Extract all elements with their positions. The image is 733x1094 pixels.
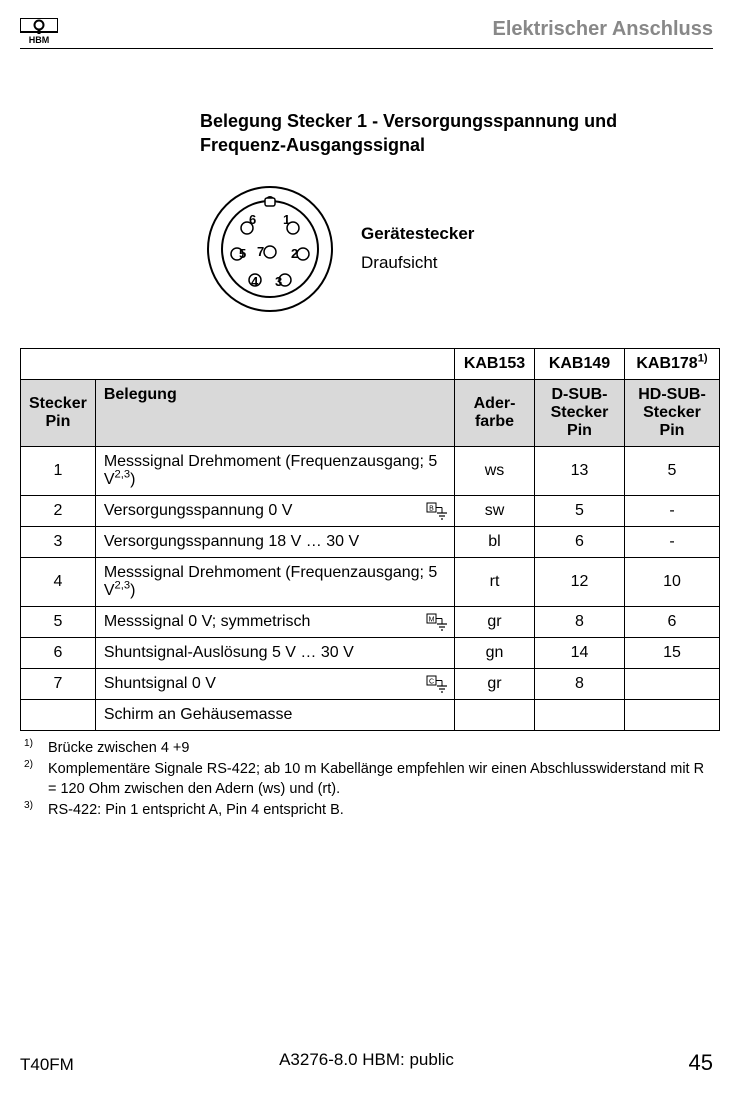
col-belegung: Belegung xyxy=(95,379,454,446)
footer-center: A3276-8.0 HBM: public xyxy=(20,1050,713,1070)
svg-text:B: B xyxy=(429,505,434,512)
connector-block: 1 2 3 4 5 6 7 Gerätestecker Draufsicht xyxy=(205,184,713,314)
table-row: 6Shuntsignal-Auslösung 5 V … 30 Vgn1415 xyxy=(21,637,720,668)
page-footer: T40FM A3276-8.0 HBM: public 45 xyxy=(20,1050,713,1076)
footnotes: 1)Brücke zwischen 4 +92)Komplementäre Si… xyxy=(24,739,709,821)
svg-text:1: 1 xyxy=(283,212,290,227)
section-title-line2: Frequenz-Ausgangssignal xyxy=(200,135,425,155)
cell-hdsub: 5 xyxy=(625,446,720,495)
cell-hdsub: 15 xyxy=(625,637,720,668)
page-header: HBM Elektrischer Anschluss xyxy=(20,18,713,49)
col-ader: Ader-farbe xyxy=(455,379,535,446)
cell-hdsub xyxy=(625,699,720,730)
cell-ader xyxy=(455,699,535,730)
svg-text:6: 6 xyxy=(249,212,256,227)
cell-hdsub xyxy=(625,668,720,699)
pin-table: KAB153 KAB149 KAB1781) Stecker Pin Beleg… xyxy=(20,348,720,731)
cell-pin: 4 xyxy=(21,557,96,606)
table-row: Schirm an Gehäusemasse xyxy=(21,699,720,730)
connector-label-bold: Gerätestecker xyxy=(361,220,474,249)
cell-belegung: Messsignal Drehmoment (Frequenzausgang; … xyxy=(95,557,454,606)
svg-text:2: 2 xyxy=(291,246,298,261)
footnote: 1)Brücke zwischen 4 +9 xyxy=(24,739,709,759)
table-row: 4Messsignal Drehmoment (Frequenzausgang;… xyxy=(21,557,720,606)
cell-dsub: 8 xyxy=(535,606,625,637)
svg-text:3: 3 xyxy=(275,274,282,289)
footer-left: T40FM xyxy=(20,1055,74,1075)
table-row: 7Shuntsignal 0 V C gr8 xyxy=(21,668,720,699)
cell-belegung: Schirm an Gehäusemasse xyxy=(95,699,454,730)
cable-header-row: KAB153 KAB149 KAB1781) xyxy=(21,348,720,379)
footnote: 2)Komplementäre Signale RS-422; ab 10 m … xyxy=(24,760,709,799)
column-header-row: Stecker Pin Belegung Ader-farbe D-SUB-St… xyxy=(21,379,720,446)
svg-text:C: C xyxy=(429,678,434,685)
svg-text:HBM: HBM xyxy=(29,35,50,44)
cell-pin: 3 xyxy=(21,526,96,557)
section-title: Belegung Stecker 1 - Versorgungsspannung… xyxy=(200,109,713,158)
cell-belegung: Shuntsignal 0 V C xyxy=(95,668,454,699)
svg-text:M: M xyxy=(429,616,435,623)
cell-hdsub: - xyxy=(625,495,720,526)
cell-ader: rt xyxy=(455,557,535,606)
cell-belegung: Messsignal Drehmoment (Frequenzausgang; … xyxy=(95,446,454,495)
connector-label-plain: Draufsicht xyxy=(361,249,474,278)
cell-dsub: 14 xyxy=(535,637,625,668)
cell-pin: 1 xyxy=(21,446,96,495)
cell-pin: 6 xyxy=(21,637,96,668)
cell-ader: gr xyxy=(455,606,535,637)
cell-dsub: 6 xyxy=(535,526,625,557)
section-title-line1: Belegung Stecker 1 - Versorgungsspannung… xyxy=(200,111,617,131)
cell-hdsub: 6 xyxy=(625,606,720,637)
connector-diagram: 1 2 3 4 5 6 7 xyxy=(205,184,335,314)
cell-hdsub: - xyxy=(625,526,720,557)
footnote: 3)RS-422: Pin 1 entspricht A, Pin 4 ents… xyxy=(24,801,709,821)
cell-pin xyxy=(21,699,96,730)
table-row: 2Versorgungsspannung 0 V B sw5- xyxy=(21,495,720,526)
cell-belegung: Shuntsignal-Auslösung 5 V … 30 V xyxy=(95,637,454,668)
col-pin: Stecker Pin xyxy=(21,379,96,446)
table-row: 1Messsignal Drehmoment (Frequenzausgang;… xyxy=(21,446,720,495)
cell-ader: gn xyxy=(455,637,535,668)
cell-dsub: 13 xyxy=(535,446,625,495)
cable-header-3: KAB1781) xyxy=(625,348,720,379)
connector-labels: Gerätestecker Draufsicht xyxy=(361,220,474,278)
cell-dsub: 8 xyxy=(535,668,625,699)
cell-pin: 5 xyxy=(21,606,96,637)
cell-belegung: Messsignal 0 V; symmetrisch M xyxy=(95,606,454,637)
svg-text:4: 4 xyxy=(251,274,259,289)
cell-belegung: Versorgungsspannung 0 V B xyxy=(95,495,454,526)
cell-ader: gr xyxy=(455,668,535,699)
footer-right: 45 xyxy=(689,1050,713,1076)
header-section-title: Elektrischer Anschluss xyxy=(493,18,713,41)
hbm-logo: HBM xyxy=(20,18,58,44)
cell-hdsub: 10 xyxy=(625,557,720,606)
svg-text:5: 5 xyxy=(239,246,246,261)
table-row: 5Messsignal 0 V; symmetrisch M gr86 xyxy=(21,606,720,637)
cable-header-2: KAB149 xyxy=(535,348,625,379)
cell-ader: bl xyxy=(455,526,535,557)
table-row: 3Versorgungsspannung 18 V … 30 Vbl6- xyxy=(21,526,720,557)
cell-ader: sw xyxy=(455,495,535,526)
col-dsub: D-SUB-SteckerPin xyxy=(535,379,625,446)
cell-dsub: 5 xyxy=(535,495,625,526)
cell-dsub: 12 xyxy=(535,557,625,606)
cell-pin: 2 xyxy=(21,495,96,526)
cell-pin: 7 xyxy=(21,668,96,699)
svg-text:7: 7 xyxy=(257,244,264,259)
col-hdsub: HD-SUB-SteckerPin xyxy=(625,379,720,446)
cell-ader: ws xyxy=(455,446,535,495)
cell-belegung: Versorgungsspannung 18 V … 30 V xyxy=(95,526,454,557)
cable-header-1: KAB153 xyxy=(455,348,535,379)
cell-dsub xyxy=(535,699,625,730)
